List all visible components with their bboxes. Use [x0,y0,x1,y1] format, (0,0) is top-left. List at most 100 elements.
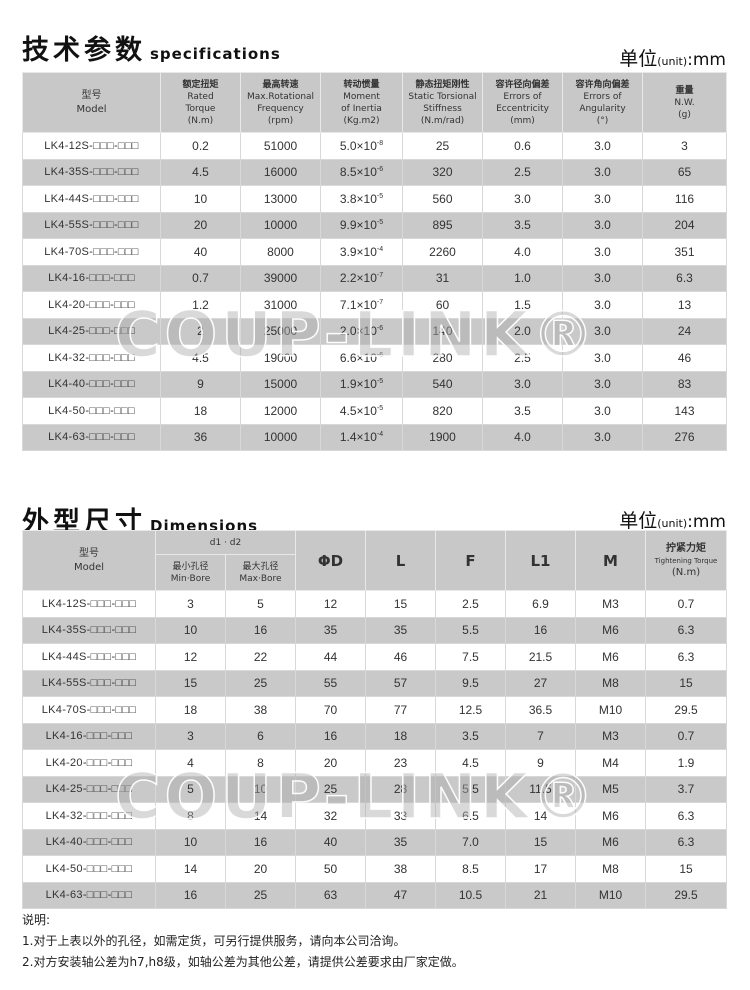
table-row: LK4-63-□□□-□□□ 36 10000 1.4×10-4 1900 4.0 3.0 2… [22,423,727,451]
value-cell: 14 [505,802,576,830]
header-f: F [435,530,506,591]
value-cell: 8 [225,749,296,777]
model-cell: LK4-35S-□□□-□□□ [22,616,156,644]
table-row: LK4-70S-□□□-□□□ 18 38 70 77 12.5 36.5 M10 29.5 [22,696,727,724]
value-cell: 20 [225,855,296,883]
value-cell: 20 [160,211,241,239]
value-cell: 15 [365,590,436,618]
model-cell: LK4-55S-□□□-□□□ [22,669,156,697]
spec-header-col: 转动惯量 Moment of Inertia (Kg.m2) [320,72,403,133]
value-cell: 1.2 [160,291,241,319]
value-cell: 11.5 [505,775,576,803]
value-cell: 57 [365,669,436,697]
model-cell: LK4-40-□□□-□□□ [22,370,161,398]
value-cell: M6 [575,643,646,671]
value-cell: M4 [575,749,646,777]
spec-header-col: 容许径向偏差 Errors of Eccentricity (mm) [482,72,563,133]
value-cell: 17 [505,855,576,883]
value-cell: 25 [225,669,296,697]
value-cell: 18 [155,696,226,724]
value-cell: 10 [155,828,226,856]
header-m: M [575,530,646,591]
value-cell: 18 [365,722,436,750]
value-cell: 55 [295,669,366,697]
value-cell: 1.5 [482,291,563,319]
table-row: LK4-50-□□□-□□□ 14 20 50 38 8.5 17 M8 15 [22,855,727,883]
model-cell: LK4-25-□□□-□□□ [22,775,156,803]
value-cell: 4.5×10-5 [320,397,403,425]
table-row: LK4-63-□□□-□□□ 16 25 63 47 10.5 21 M10 29.5 [22,881,727,909]
specifications-table: 型号 Model 额定扭矩 Rated Torque (N.m) 最高转速 Max.Rotat… [22,72,727,451]
notes: 说明: 1.对于上表以外的孔径，如需定货，可另行提供服务，请向本公司洽询。 2.… [22,910,464,973]
header-d1-d2: d1 · d2 [155,530,296,555]
value-cell: 6.5 [435,802,506,830]
value-cell: 0.7 [645,590,727,618]
value-cell: 29.5 [645,881,727,909]
header-tightening-torque: 拧紧力矩 Tightening Torque (N.m) [645,530,727,591]
spec-header-col: 容许角向偏差 Errors of Angularity (°) [562,72,643,133]
header-model: 型号 Model [22,530,156,591]
value-cell: M6 [575,828,646,856]
value-cell: 32 [295,802,366,830]
value-cell: 29.5 [645,696,727,724]
value-cell: 35 [365,828,436,856]
value-cell: 3.9×10-4 [320,238,403,266]
value-cell: 50 [295,855,366,883]
value-cell: 3.0 [562,423,643,451]
value-cell: 46 [365,643,436,671]
table-row: LK4-55S-□□□-□□□ 20 10000 9.9×10-5 895 3.5 3.0 2… [22,211,727,239]
model-cell: LK4-12S-□□□-□□□ [22,590,156,618]
value-cell: 116 [642,185,727,213]
value-cell: 25 [295,775,366,803]
value-cell: 16 [505,616,576,644]
unit-cn: 单位 [619,510,658,532]
value-cell: 9 [505,749,576,777]
value-cell: 10000 [240,211,321,239]
value-cell: 2.5 [482,158,563,186]
value-cell: 24 [642,317,727,345]
table-row: LK4-32-□□□-□□□ 8 14 32 33 6.5 14 M6 6.3 [22,802,727,830]
value-cell: 44 [295,643,366,671]
value-cell: 4.5 [160,158,241,186]
value-cell: 3.0 [482,370,563,398]
value-cell: 38 [225,696,296,724]
spec-title: 技术参数 specifications [22,28,281,67]
value-cell: 3.0 [562,211,643,239]
spec-header-col: 最高转速 Max.Rotational Frequency (rpm) [240,72,321,133]
value-cell: 16000 [240,158,321,186]
value-cell: 1.0 [482,264,563,292]
table-row: LK4-35S-□□□-□□□ 10 16 35 35 5.5 16 M6 6.3 [22,616,727,644]
value-cell: 4 [155,749,226,777]
value-cell: 5.5 [435,775,506,803]
value-cell: 10 [225,775,296,803]
value-cell: 5.0×10-8 [320,132,403,160]
value-cell: 16 [225,616,296,644]
value-cell: 2.2×10-7 [320,264,403,292]
header-l1: L1 [505,530,576,591]
value-cell: 5 [155,775,226,803]
value-cell: 0.2 [160,132,241,160]
note-item: 1.对于上表以外的孔径，如需定货，可另行提供服务，请向本公司洽询。 [22,934,406,948]
value-cell: 2.0 [482,317,563,345]
model-cell: LK4-35S-□□□-□□□ [22,158,161,186]
value-cell: 3.5 [435,722,506,750]
value-cell: 21.5 [505,643,576,671]
value-cell: 8.5 [435,855,506,883]
spec-header-col: 静态扭矩刚性 Static Torsional Stiffness (N.m/rad) [402,72,483,133]
value-cell: 1.9×10-5 [320,370,403,398]
value-cell: 16 [225,828,296,856]
value-cell: 3.5 [482,397,563,425]
value-cell: 3.0 [562,238,643,266]
model-cell: LK4-25-□□□-□□□ [22,317,161,345]
value-cell: 6.3 [645,616,727,644]
value-cell: 12 [295,590,366,618]
model-cell: LK4-63-□□□-□□□ [22,881,156,909]
value-cell: M3 [575,590,646,618]
value-cell: 3.0 [562,344,643,372]
value-cell: 0.6 [482,132,563,160]
value-cell: 23 [365,749,436,777]
value-cell: 31 [402,264,483,292]
dim-unit: 单位(unit):mm [619,506,726,533]
value-cell: 3.0 [562,264,643,292]
value-cell: 31000 [240,291,321,319]
